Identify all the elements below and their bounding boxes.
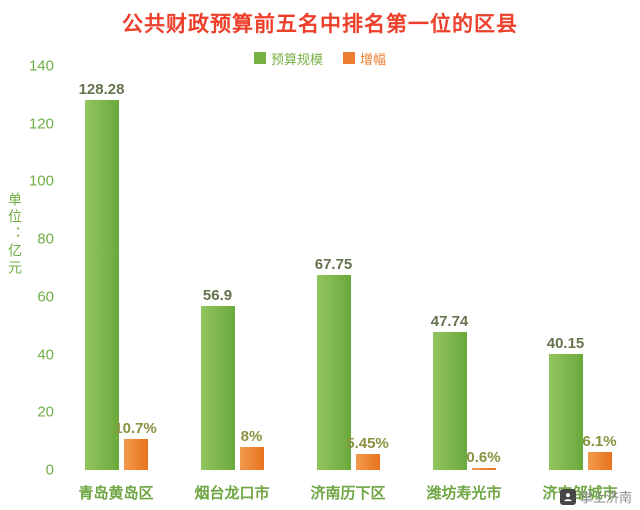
- growth-bar-column: 8%: [239, 66, 264, 470]
- budget-value-label: 47.74: [430, 313, 469, 331]
- y-axis-tick: 0: [45, 461, 54, 479]
- bar-group: 40.15 6.1%: [522, 66, 638, 470]
- x-axis-category-row: 青岛黄岛区 烟台龙口市 济南历下区 潍坊寿光市 济宁邹城市: [58, 482, 638, 502]
- budget-bar-column: 67.75: [314, 66, 353, 470]
- bar-group: 67.75 5.45%: [290, 66, 406, 470]
- growth-bar: [587, 452, 612, 470]
- growth-bar-column: 10.7%: [114, 66, 157, 470]
- growth-bar: [355, 454, 380, 470]
- y-axis-tick: 40: [37, 346, 54, 364]
- budget-value-label: 128.28: [78, 80, 125, 98]
- budget-value-label: 40.15: [546, 335, 585, 353]
- category-label: 济南历下区: [310, 485, 386, 502]
- category-label: 烟台龙口市: [194, 485, 270, 502]
- budget-bar: [432, 332, 467, 470]
- watermark-logo-icon: [559, 488, 576, 505]
- legend-label: 增幅: [360, 51, 387, 67]
- legend-swatch: [343, 52, 355, 64]
- budget-bar-column: 56.9: [200, 66, 235, 470]
- legend-item: 增幅: [343, 49, 386, 68]
- legend-label: 预算规模: [270, 51, 323, 67]
- budget-bar-column: 40.15: [546, 66, 585, 470]
- bar-group: 56.9 8%: [174, 66, 290, 470]
- bar-group: 47.74 0.6%: [406, 66, 522, 470]
- budget-bar: [84, 99, 119, 470]
- category-label: 青岛黄岛区: [78, 485, 154, 502]
- growth-bar: [471, 468, 496, 470]
- growth-percent-label: 10.7%: [114, 420, 157, 438]
- budget-bar-column: 128.28: [79, 66, 124, 470]
- growth-bar: [239, 446, 264, 470]
- growth-percent-label: 8%: [240, 427, 263, 445]
- budget-value-label: 67.75: [314, 255, 353, 273]
- y-axis-tick: 80: [37, 230, 54, 248]
- growth-bar-column: 6.1%: [582, 66, 617, 470]
- growth-bar: [123, 439, 148, 470]
- bar-group: 128.28 10.7%: [58, 66, 174, 470]
- watermark-text: 掌上济南: [579, 490, 632, 505]
- growth-percent-label: 0.6%: [466, 449, 501, 467]
- y-axis-tick: 140: [28, 57, 54, 75]
- category-label: 潍坊寿光市: [426, 485, 502, 502]
- plot-area: 128.28 10.7% 56.9 8% 67.75 5.45% 47.74 0.6% 40.1…: [58, 66, 638, 470]
- legend-item: 预算规模: [253, 49, 323, 68]
- watermark: 掌上济南: [559, 487, 632, 506]
- growth-percent-label: 6.1%: [582, 433, 617, 451]
- y-axis-tick: 120: [28, 115, 54, 133]
- growth-bar-column: 5.45%: [346, 66, 389, 470]
- budget-bar: [316, 274, 351, 470]
- budget-bar: [548, 354, 583, 470]
- y-axis-unit-label: 单位：亿元: [7, 192, 23, 277]
- growth-bar-column: 0.6%: [466, 66, 501, 470]
- budget-value-label: 56.9: [202, 286, 233, 304]
- legend-swatch: [253, 52, 266, 64]
- y-axis-tick: 20: [37, 403, 54, 421]
- y-axis-tick: 60: [37, 288, 54, 306]
- chart-title: 公共财政预算前五名中排名第一位的区县: [122, 13, 518, 36]
- y-axis: 140 120 100 80 60 40 20 0: [16, 58, 54, 479]
- chart-legend: 预算规模 增幅: [0, 49, 640, 68]
- budget-bar-column: 47.74: [430, 66, 469, 470]
- budget-bar: [200, 305, 235, 470]
- y-axis-tick: 100: [28, 172, 54, 190]
- growth-percent-label: 5.45%: [346, 435, 389, 453]
